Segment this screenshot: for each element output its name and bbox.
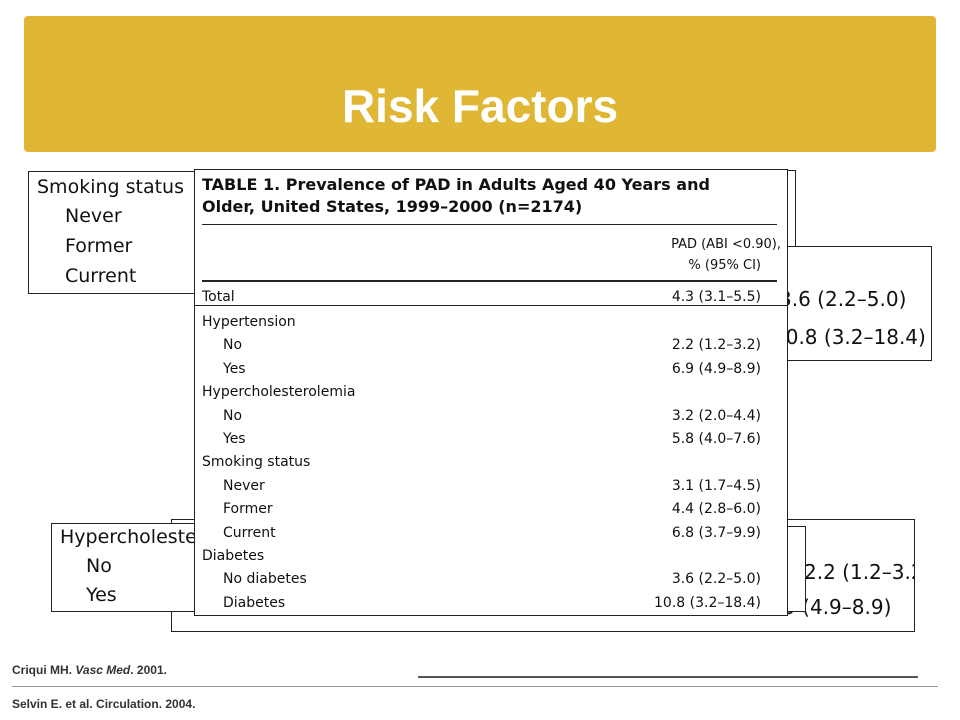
citation-criqui: Criqui MH. Vasc Med. 2001. <box>12 663 167 677</box>
citation-journal: Vasc Med <box>75 663 131 677</box>
table-row-value: 10.8 (3.2–18.4) <box>654 594 761 611</box>
total-value: 4.3 (3.1–5.5) <box>671 289 761 305</box>
table-row-label: Never <box>223 477 265 494</box>
table-row-label: Yes <box>223 431 246 447</box>
table-row-label: Yes <box>223 360 246 377</box>
citation-selvin: Selvin E. et al. Circulation. 2004. <box>12 697 196 711</box>
table-rule <box>202 224 777 225</box>
smoking-snippet-heading: Smoking status <box>37 176 184 198</box>
column-header: PAD (ABI <0.90), <box>671 237 781 252</box>
table-row-label: Former <box>223 501 273 518</box>
hyper-snippet-heading: Hypercholeste <box>60 526 197 548</box>
hyper-snippet-item: Yes <box>86 584 117 606</box>
table-row-label: Diabetes <box>202 548 265 564</box>
bottom-snippet-value: 2.2 (1.2–3.2) <box>804 560 914 584</box>
table-row-value: 2.2 (1.2–3.2) <box>671 337 761 354</box>
table-row-value: 6.9 (4.9–8.9) <box>671 360 761 377</box>
table-rule <box>202 280 777 282</box>
smoking-snippet-item: Current <box>65 265 137 287</box>
smoking-status-snippet: Smoking status Never Former Current <box>28 171 200 294</box>
table-row-label: Current <box>223 524 276 541</box>
smoking-snippet-item: Former <box>65 235 133 257</box>
table-row-value: 3.2 (2.0–4.4) <box>671 407 761 424</box>
citation-year: . 2001. <box>130 663 167 677</box>
citation-author: Criqui MH. <box>12 663 72 677</box>
right-snippet-value: 3.6 (2.2–5.0) <box>780 287 907 311</box>
table-row-value: 6.8 (3.7–9.9) <box>671 524 761 541</box>
table-title-line: TABLE 1. Prevalence of PAD in Adults Age… <box>202 175 710 194</box>
table-title-line: Older, United States, 1999–2000 (n=2174) <box>202 197 583 216</box>
table-row-label: No diabetes <box>223 571 307 588</box>
hypercholesterolemia-snippet: Hypercholeste No Yes <box>51 523 203 612</box>
table-row-value: 3.6 (2.2–5.0) <box>671 571 761 588</box>
title-bar: Risk Factors <box>24 16 936 152</box>
table-row-label: Hypercholesterolemia <box>202 384 356 401</box>
table-row-value: 5.8 (4.0–7.6) <box>671 431 761 447</box>
column-header: % (95% CI) <box>688 258 761 273</box>
table-row-value: 3.1 (1.7–4.5) <box>671 477 761 494</box>
table-row-label: Hypertension <box>202 314 296 330</box>
total-label: Total <box>202 289 235 305</box>
table-body-panel: Hypertension No 2.2 (1.2–3.2) Yes 6.9 (4.9–8… <box>194 305 788 616</box>
table-row-label: Diabetes <box>223 594 286 611</box>
table-row-value: 4.4 (2.8–6.0) <box>671 501 761 518</box>
footer-rule <box>418 676 918 678</box>
footer-divider <box>12 686 938 687</box>
table-row-label: Smoking status <box>202 454 311 471</box>
hyper-snippet-item: No <box>86 555 112 577</box>
right-snippet-value: 10.8 (3.2–18.4) <box>780 325 926 349</box>
table-header-panel: TABLE 1. Prevalence of PAD in Adults Age… <box>194 169 788 308</box>
diabetes-values-snippet: 3.6 (2.2–5.0) 10.8 (3.2–18.4) <box>780 246 932 361</box>
smoking-snippet-item: Never <box>65 205 122 227</box>
table-row-label: No <box>223 337 243 354</box>
slide-title: Risk Factors <box>341 80 619 132</box>
table-row-label: No <box>223 407 243 424</box>
